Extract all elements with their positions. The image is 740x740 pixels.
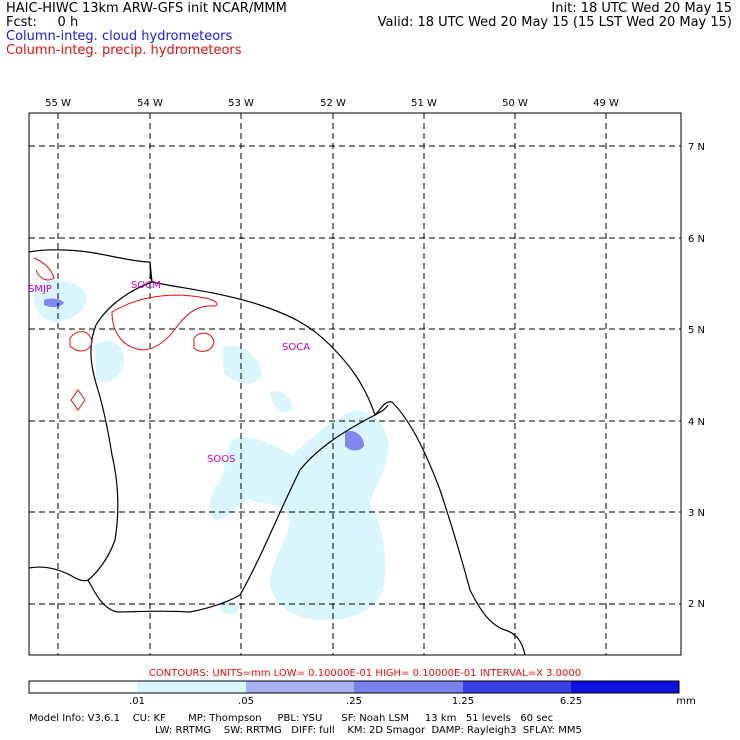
station-label: SOCA <box>282 342 310 353</box>
header-left: HAIC-HIWC 13km ARW-GFS init NCAR/MMM Fcs… <box>6 2 287 58</box>
legend-cloud-label: Column-integ. cloud hydrometeors <box>6 29 233 44</box>
cloud-fill-light <box>33 280 389 621</box>
colorbar-tick: 1.25 <box>452 696 474 707</box>
lat-label: 2 N <box>688 599 705 610</box>
cloud-fill-mid <box>44 298 364 451</box>
model-title: HAIC-HIWC 13km ARW-GFS init NCAR/MMM <box>6 1 287 16</box>
colorbar: .01 .05 .25 1.25 6.25 mm <box>28 680 696 707</box>
lon-label: 51 W <box>411 98 437 109</box>
model-info-line2: LW: RRTMG SW: RRTMG DIFF: full KM: 2D Sm… <box>155 725 582 736</box>
colorbar-segment <box>137 681 246 693</box>
colorbar-segment <box>246 681 354 693</box>
lon-label: 50 W <box>502 98 528 109</box>
forecast-hour: Fcst: 0 h <box>6 15 79 30</box>
contours-note: CONTOURS: UNITS=mm LOW= 0.10000E-01 HIGH… <box>149 668 581 679</box>
lon-label: 55 W <box>45 98 71 109</box>
colorbar-segment <box>29 681 137 693</box>
colorbar-unit: mm <box>676 696 695 707</box>
lon-label: 53 W <box>228 98 254 109</box>
station-label: SOCM <box>131 280 161 291</box>
colorbar-segment <box>463 681 571 693</box>
station-label: SOOS <box>207 454 235 465</box>
header-right: Init: 18 UTC Wed 20 May 15 Valid: 18 UTC… <box>378 2 732 30</box>
lon-label: 49 W <box>593 98 619 109</box>
colorbar-tick: .25 <box>346 696 362 707</box>
lon-label: 52 W <box>320 98 346 109</box>
lat-label: 7 N <box>688 142 705 153</box>
lat-label: 5 N <box>688 325 705 336</box>
coastlines <box>28 249 526 656</box>
station-labels: SMJP SOCM SOCA SOOS <box>28 280 310 465</box>
grid-lines <box>29 113 681 655</box>
colorbar-segment <box>354 681 463 693</box>
colorbar-tick: .01 <box>129 696 145 707</box>
longitude-labels: 55 W 54 W 53 W 52 W 51 W 50 W 49 W <box>45 98 619 109</box>
colorbar-segment <box>571 681 679 693</box>
footer: Model Info: V3.6.1 CU: KF MP: Thompson P… <box>29 713 582 736</box>
precip-contours <box>33 257 218 411</box>
init-time: Init: 18 UTC Wed 20 May 15 <box>551 1 732 16</box>
valid-time: Valid: 18 UTC Wed 20 May 15 (15 LST Wed … <box>377 15 732 30</box>
map-frame <box>28 112 682 656</box>
lon-label: 54 W <box>137 98 163 109</box>
latitude-labels: 7 N 6 N 5 N 4 N 3 N 2 N <box>688 142 705 610</box>
lat-label: 4 N <box>688 417 705 428</box>
colorbar-tick: .05 <box>238 696 254 707</box>
lat-label: 6 N <box>688 234 705 245</box>
model-info-line1: Model Info: V3.6.1 CU: KF MP: Thompson P… <box>29 713 553 724</box>
colorbar-tick: 6.25 <box>560 696 582 707</box>
lat-label: 3 N <box>688 508 705 519</box>
station-label: SMJP <box>28 284 52 295</box>
legend-precip-label: Column-integ. precip. hydrometeors <box>6 43 242 58</box>
